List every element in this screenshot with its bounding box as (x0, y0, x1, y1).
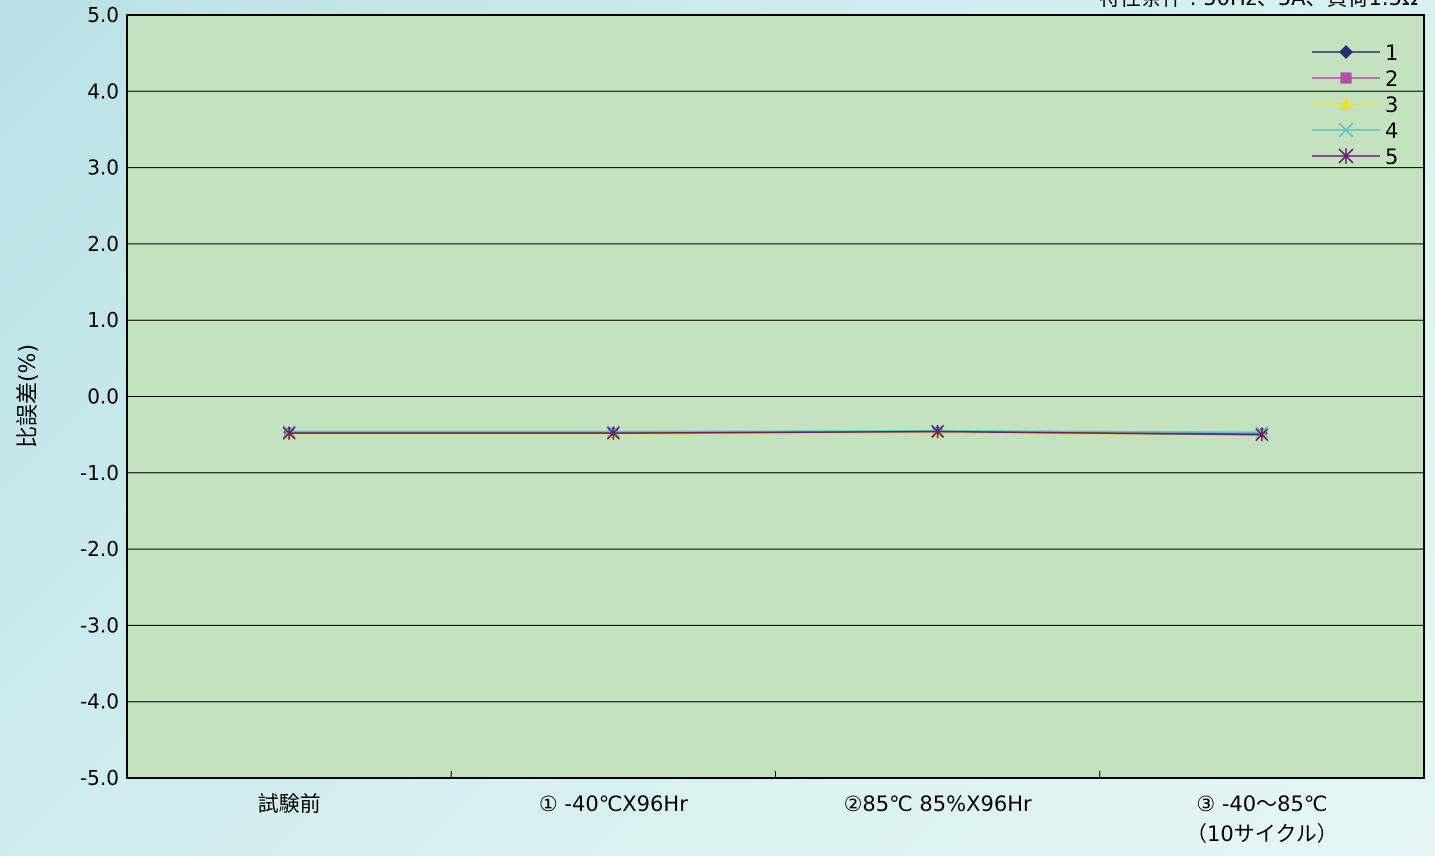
x-category-label: ① -40℃X96Hr (539, 792, 688, 816)
series-marker (1339, 45, 1353, 59)
x-category-label: ③ -40～85℃ (1196, 792, 1327, 816)
y-tick-label: 4.0 (87, 79, 119, 103)
x-category-label: （10サイクル） (1186, 822, 1338, 846)
series-marker (282, 426, 296, 440)
y-axis-label: 比誤差(%) (16, 344, 41, 448)
y-tick-label: 1.0 (87, 308, 119, 332)
series-marker (1339, 97, 1353, 110)
series-5 (282, 424, 1269, 442)
y-tick-label: -4.0 (80, 690, 119, 714)
legend-label: 5 (1385, 145, 1398, 169)
y-tick-label: 0.0 (87, 385, 119, 409)
y-tick-label: -2.0 (80, 537, 119, 561)
legend-entry: 3 (1312, 93, 1398, 117)
legend-entry: 2 (1312, 67, 1398, 91)
series-line (289, 430, 1262, 436)
y-tick-label: -1.0 (80, 461, 119, 485)
gridlines (127, 90, 1424, 703)
condition-annotation: 特性条件 : 50Hz、5A、負荷1.5Ω (1099, 0, 1418, 10)
y-tick-label: 3.0 (87, 156, 119, 180)
series-marker (1340, 72, 1352, 84)
legend-label: 1 (1385, 41, 1398, 65)
legend-label: 4 (1385, 119, 1398, 143)
y-tick-label: 5.0 (87, 3, 119, 27)
x-category-label: 試験前 (258, 792, 321, 816)
x-category-label: ②85℃ 85%X96Hr (844, 792, 1032, 816)
y-tick-label: -5.0 (80, 766, 119, 790)
series-group (282, 424, 1269, 442)
series-marker (931, 424, 945, 439)
legend-entry: 4 (1312, 119, 1398, 143)
y-tick-label: 2.0 (87, 232, 119, 256)
series-line (289, 430, 1262, 434)
legend-label: 2 (1385, 67, 1398, 91)
legend-entry: 5 (1312, 145, 1398, 169)
x-axis-ticks (450, 771, 1101, 778)
series-marker (1338, 148, 1354, 164)
series-marker (1338, 122, 1354, 138)
y-axis-tick-labels: 5.0 4.0 3.0 2.0 1.0 0.0 -1.0 -2.0 -3.0 -4.0 -5.0 (80, 3, 119, 790)
x-axis-category-labels: 試験前 ① -40℃X96Hr ②85℃ 85%X96Hr ③ -40～85℃ （10サ… (258, 792, 1338, 846)
y-tick-label: -3.0 (80, 613, 119, 637)
legend-entry: 1 (1312, 41, 1398, 65)
legend-label: 3 (1385, 93, 1398, 117)
series-marker (606, 426, 620, 440)
series-marker (1255, 428, 1269, 442)
